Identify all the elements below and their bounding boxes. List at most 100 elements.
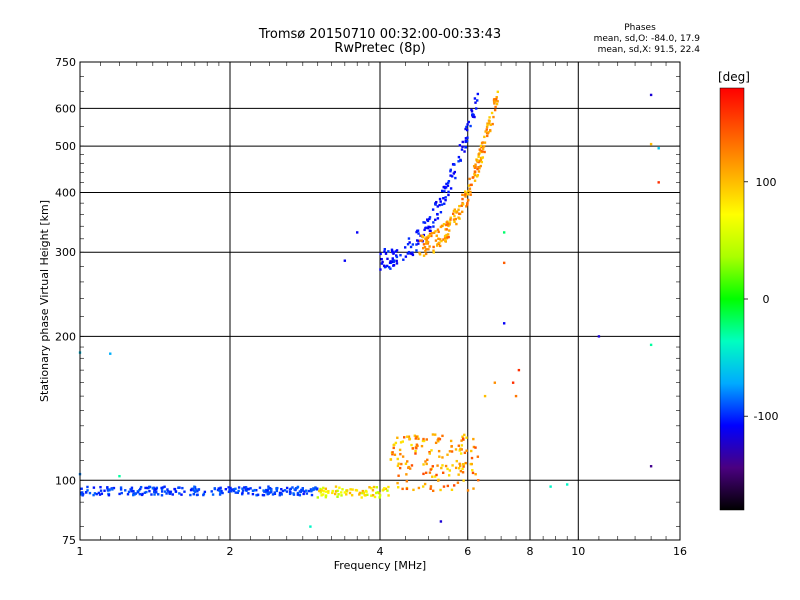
data-point [426,226,430,230]
data-point [350,494,354,497]
data-point [301,489,304,492]
data-point [549,485,552,488]
data-point [161,486,165,489]
data-point [100,492,104,495]
data-point [410,464,414,467]
data-point [415,435,418,438]
data-point [213,487,217,491]
data-point [443,190,446,193]
data-point [336,489,339,493]
data-point [189,493,192,497]
data-point [127,490,131,494]
data-point [268,491,272,494]
data-point [469,190,472,194]
data-point [271,493,275,496]
data-point [288,492,292,496]
data-point [436,205,439,208]
data-point [438,455,441,458]
data-point [470,462,473,466]
data-point [379,252,382,256]
data-point [408,467,412,470]
data-point [155,491,158,494]
data-point [483,150,486,154]
data-point [487,131,490,134]
data-point [443,235,447,238]
data-point [461,471,465,474]
data-point [293,488,296,491]
data-point [450,445,453,448]
data-point [428,229,432,232]
data-point [426,242,430,245]
data-point [474,107,478,110]
data-point [438,203,441,207]
data-point [414,437,417,440]
data-point [232,488,236,491]
data-point [448,469,452,472]
data-point [421,485,425,488]
data-point [377,491,381,495]
data-point [112,486,116,490]
data-point [386,257,389,261]
data-point [440,224,444,228]
data-point [348,491,352,495]
x-axis-label: Frequency [MHz] [334,559,426,572]
data-point [408,437,412,441]
data-point [452,484,456,487]
data-point [216,488,220,492]
data-point [483,135,486,139]
data-point [193,490,197,493]
data-point [423,228,426,232]
data-point [437,449,441,453]
data-point [391,250,394,254]
data-point [493,108,497,112]
data-point [450,488,454,492]
data-point [443,185,446,189]
data-point [244,486,248,489]
data-point [280,493,283,496]
data-point [495,98,498,101]
data-point [380,262,384,265]
data-point [426,458,429,462]
data-point [189,488,193,492]
data-point [273,491,276,494]
data-point [197,488,201,491]
data-point [431,208,435,211]
data-point [421,234,424,238]
data-point [426,218,429,221]
data-point [488,129,492,132]
data-point [281,489,285,493]
data-point [371,494,375,497]
data-point [410,443,413,447]
data-point [265,488,268,492]
data-point [415,447,418,450]
data-point [415,249,418,252]
data-point [108,488,111,491]
data-point [486,134,489,138]
data-point [444,186,448,189]
data-point [256,493,260,496]
data-point [471,471,475,475]
data-point [383,247,387,251]
data-point [372,485,376,489]
data-point [407,435,411,438]
data-point [395,249,399,252]
data-point [457,208,460,211]
data-point [358,491,362,495]
data-point [397,486,400,489]
data-point [266,491,270,494]
data-point [130,489,133,493]
data-point [473,166,477,169]
data-point [464,146,467,149]
data-point [458,212,461,215]
data-point [421,439,425,443]
data-point [495,96,498,99]
data-point [163,490,167,493]
data-point [168,492,172,495]
data-point [428,450,431,454]
data-point [442,485,446,488]
data-point [417,437,420,441]
colorbar-tick-label: 0 [763,293,770,306]
data-point [425,248,428,251]
data-point [141,492,144,496]
data-point [460,204,463,207]
